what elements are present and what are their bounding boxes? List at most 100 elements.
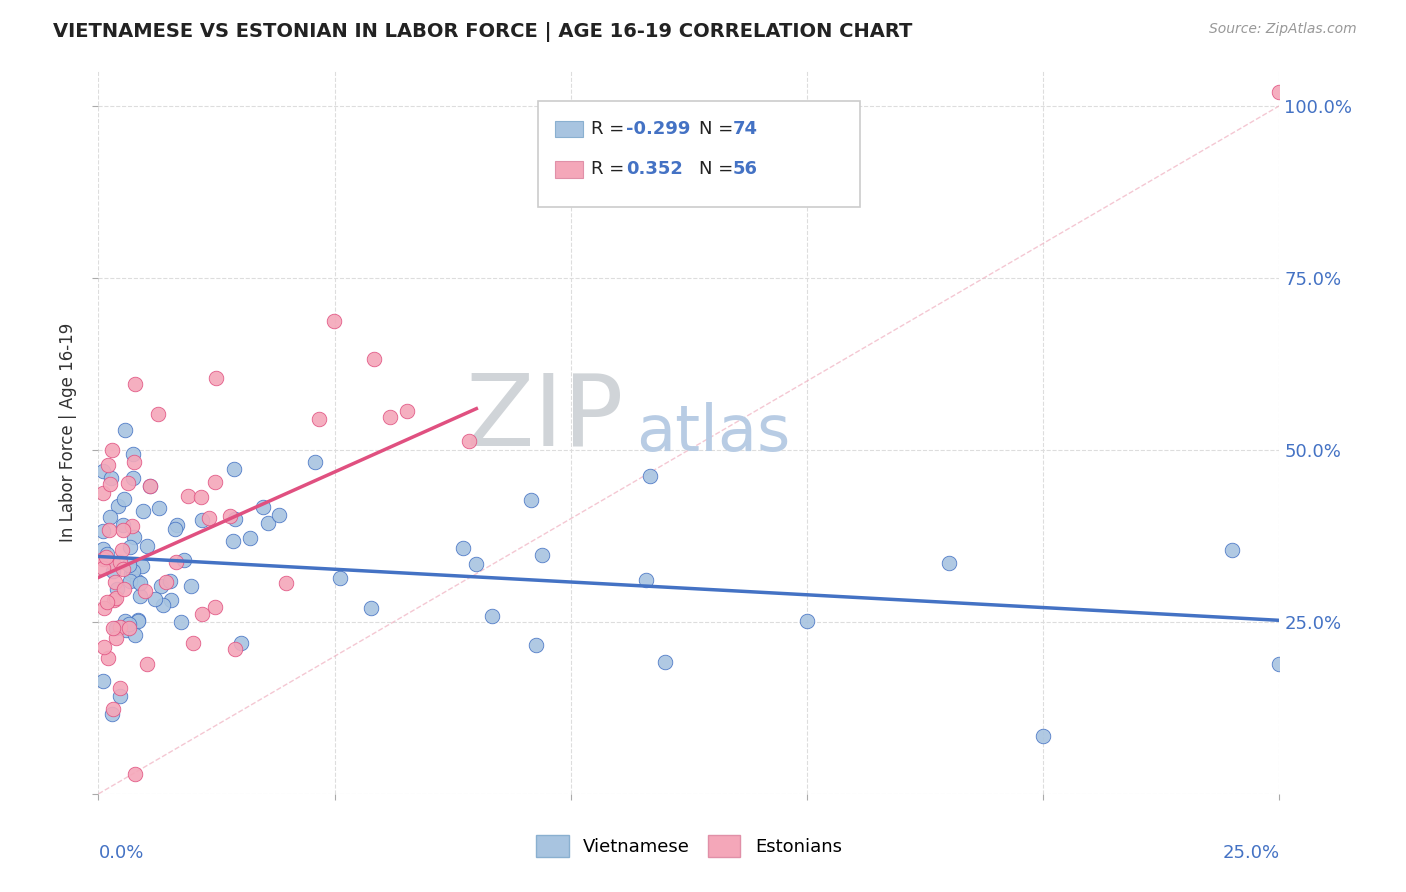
Point — [378, 410, 401, 425]
Point — [114, 624, 136, 638]
Point — [224, 512, 246, 526]
Point — [150, 579, 173, 593]
Point — [124, 628, 146, 642]
Point — [640, 469, 662, 483]
Point — [145, 592, 167, 607]
Point — [93, 640, 115, 655]
Point — [155, 575, 177, 590]
Text: 0.352: 0.352 — [626, 161, 682, 178]
Point — [481, 608, 503, 623]
Point — [105, 582, 128, 597]
Point — [530, 548, 553, 562]
Point — [363, 351, 385, 366]
Point — [91, 486, 114, 500]
Point — [118, 621, 141, 635]
Point — [219, 509, 242, 524]
Point — [108, 555, 131, 569]
Point — [111, 523, 134, 537]
Point — [91, 464, 114, 478]
Point — [1032, 729, 1054, 743]
Point — [112, 561, 135, 575]
Point — [132, 504, 155, 518]
Point — [125, 574, 148, 588]
Point — [101, 442, 124, 457]
Point — [118, 574, 141, 588]
Point — [111, 542, 134, 557]
Point — [136, 657, 159, 671]
Point — [104, 591, 127, 605]
Point — [91, 524, 114, 538]
Point — [122, 455, 145, 469]
Point — [257, 516, 280, 531]
Point — [91, 561, 114, 575]
Point — [104, 574, 127, 589]
Point — [91, 542, 114, 557]
Point — [121, 447, 143, 461]
Point — [323, 314, 346, 328]
Point — [204, 475, 226, 489]
Point — [129, 575, 152, 590]
Point — [98, 524, 121, 538]
Point — [166, 517, 188, 532]
Point — [163, 522, 186, 536]
Point — [104, 631, 127, 645]
Text: 74: 74 — [733, 120, 758, 138]
Point — [360, 601, 382, 615]
Point — [114, 615, 136, 629]
Point — [308, 412, 330, 426]
Y-axis label: In Labor Force | Age 16-19: In Labor Force | Age 16-19 — [59, 323, 77, 542]
Point — [107, 499, 129, 513]
Point — [198, 511, 221, 525]
Point — [205, 370, 228, 384]
Point — [103, 564, 125, 578]
Text: R =: R = — [591, 161, 624, 178]
Point — [190, 607, 212, 622]
Text: 0.0%: 0.0% — [98, 845, 143, 863]
Point — [121, 519, 143, 533]
Point — [252, 500, 274, 514]
Point — [103, 593, 125, 607]
Point — [1220, 543, 1243, 558]
Point — [152, 598, 174, 612]
Point — [112, 582, 135, 596]
Legend: Vietnamese, Estonians: Vietnamese, Estonians — [529, 828, 849, 864]
Point — [222, 533, 245, 548]
Point — [1268, 657, 1291, 671]
Point — [190, 513, 212, 527]
Point — [118, 558, 141, 573]
Point — [124, 767, 146, 781]
Point — [118, 540, 141, 554]
Point — [181, 635, 204, 649]
Point — [114, 423, 136, 437]
Point — [139, 479, 162, 493]
Point — [120, 566, 142, 581]
Point — [131, 558, 153, 573]
Point — [796, 614, 818, 628]
Point — [108, 690, 131, 704]
Point — [121, 470, 143, 484]
Point — [451, 541, 474, 555]
Point — [329, 571, 352, 585]
Point — [239, 531, 262, 545]
Point — [519, 492, 541, 507]
Point — [108, 620, 131, 634]
Point — [129, 589, 152, 603]
Point — [124, 376, 146, 391]
Text: -0.299: -0.299 — [626, 120, 690, 138]
Point — [180, 579, 202, 593]
Point — [465, 558, 488, 572]
Text: VIETNAMESE VS ESTONIAN IN LABOR FORCE | AGE 16-19 CORRELATION CHART: VIETNAMESE VS ESTONIAN IN LABOR FORCE | … — [53, 22, 912, 42]
Point — [96, 547, 118, 561]
Point — [148, 501, 170, 516]
Point — [101, 702, 124, 716]
Point — [127, 613, 149, 627]
Point — [105, 621, 128, 635]
Point — [101, 707, 124, 722]
Point — [938, 556, 960, 570]
Point — [97, 651, 120, 665]
Point — [91, 673, 114, 688]
Point — [148, 407, 170, 421]
Point — [224, 462, 246, 476]
Text: 25.0%: 25.0% — [1222, 845, 1279, 863]
Point — [93, 601, 115, 615]
